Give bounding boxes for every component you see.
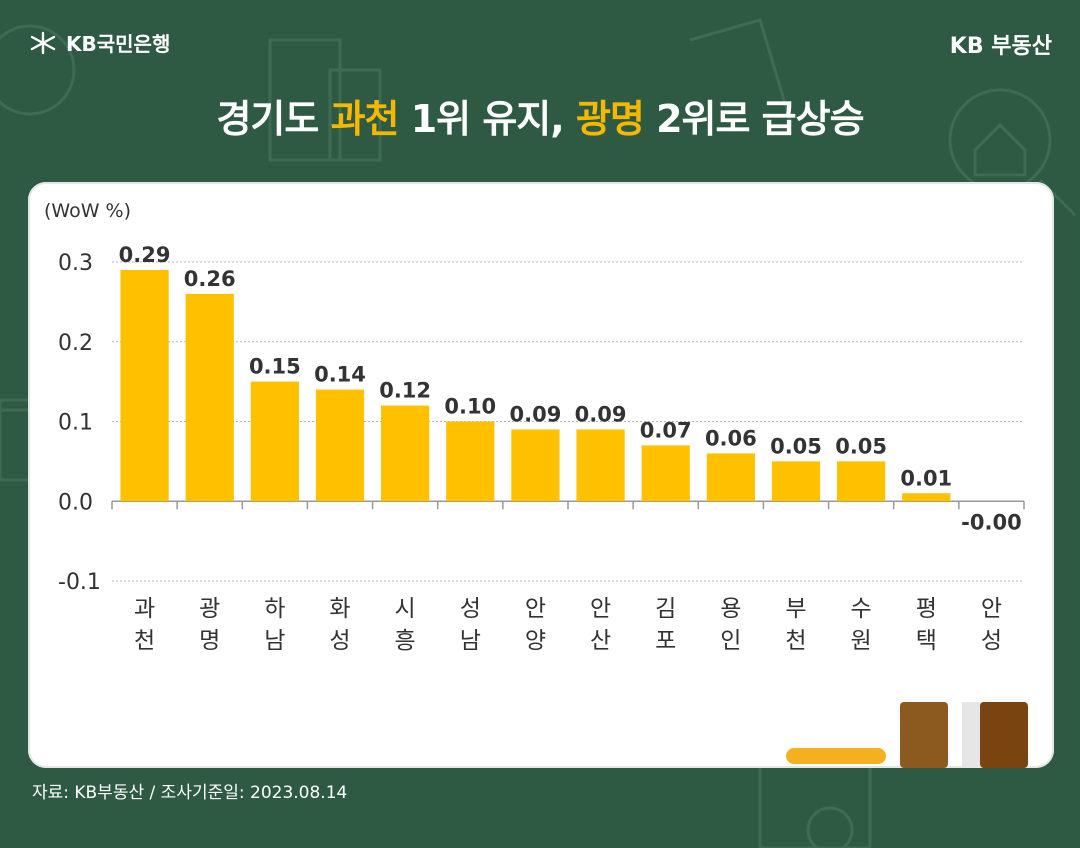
kb-bank-logo: KB국민은행	[28, 28, 170, 57]
title-part-2: 1위 유지,	[398, 97, 576, 141]
bar-하남	[250, 381, 299, 502]
y-tick-label: 0.3	[58, 251, 93, 276]
bar-화성	[315, 389, 365, 502]
unit-label: (WoW %)	[44, 200, 132, 222]
y-tick-label: -0.1	[58, 570, 101, 595]
bar-성남	[446, 421, 495, 502]
bar-김포	[641, 445, 690, 502]
data-label: 0.05	[835, 434, 887, 458]
kb-realestate-logo: KB 부동산	[949, 34, 1052, 59]
bar-과천	[120, 269, 169, 502]
bar-용인	[706, 453, 755, 502]
data-label: 0.10	[444, 395, 496, 419]
data-label: 0.29	[119, 243, 171, 267]
data-label: 0.12	[379, 379, 431, 403]
y-tick-label: 0.2	[58, 331, 93, 356]
title-part-1: 경기도	[216, 97, 331, 141]
data-label: 0.07	[640, 418, 692, 442]
bar-평택	[902, 493, 951, 502]
data-label: 0.09	[575, 402, 627, 426]
source-note: 자료: KB부동산 / 조사기준일: 2023.08.14	[32, 783, 348, 803]
bar-부천	[771, 461, 821, 502]
brand-left-text: KB국민은행	[66, 32, 171, 56]
kb-star-icon	[30, 31, 56, 54]
bar-안산	[576, 429, 625, 502]
data-label: 0.06	[705, 426, 757, 450]
data-label: -0.00	[961, 510, 1022, 534]
page-title: 경기도 과천 1위 유지, 광명 2위로 급상승	[0, 88, 1080, 143]
y-tick-label: 0.1	[58, 411, 93, 436]
data-label: 0.05	[770, 434, 822, 458]
data-label: 0.15	[249, 355, 301, 379]
bar-시흥	[381, 405, 430, 502]
data-label: 0.14	[314, 363, 366, 387]
bar-안양	[511, 429, 560, 502]
bar-광명	[185, 293, 234, 502]
bar-수원	[837, 461, 886, 502]
title-part-3: 2위로 급상승	[643, 97, 864, 141]
data-label: 0.01	[900, 466, 952, 490]
title-highlight-1: 과천	[330, 97, 400, 141]
data-label: 0.26	[184, 267, 236, 291]
y-tick-label: 0.0	[58, 490, 93, 515]
data-label: 0.09	[510, 402, 562, 426]
title-highlight-2: 광명	[575, 97, 645, 141]
